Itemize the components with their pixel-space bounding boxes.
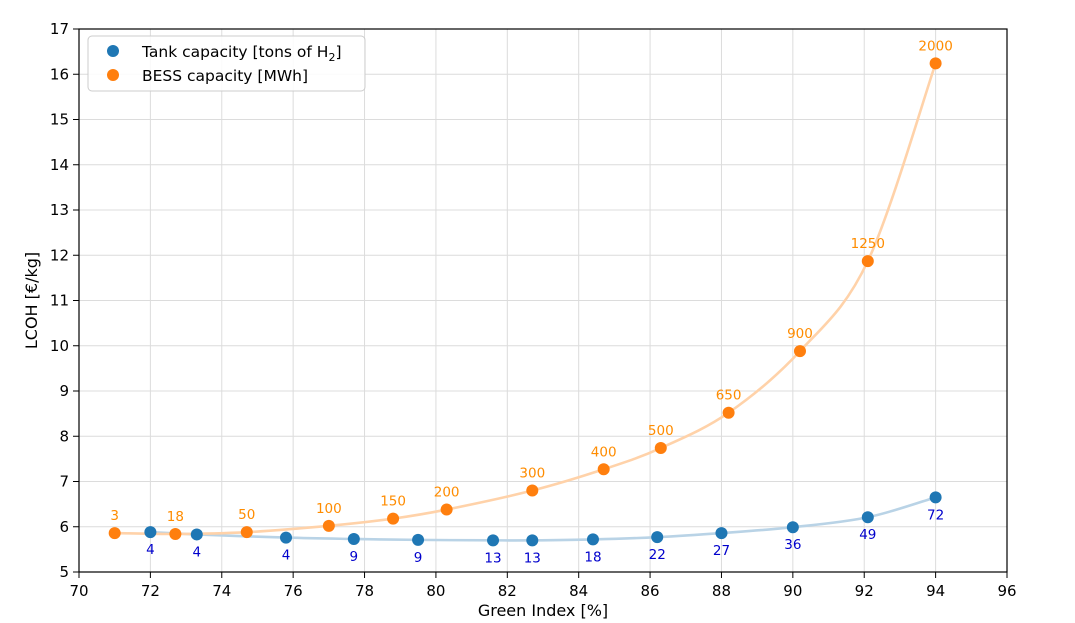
- y-tick-label: 16: [50, 65, 69, 83]
- x-axis-title: Green Index [%]: [478, 601, 608, 620]
- data-label: 400: [591, 444, 617, 460]
- series-line-1: [115, 63, 936, 534]
- data-point: [169, 528, 181, 540]
- data-label: 650: [716, 388, 742, 404]
- x-axis: 70 72 74 76 78 80 82 84 86 88 90 92 94 96: [69, 572, 1016, 600]
- y-tick-label: 14: [50, 156, 69, 174]
- data-label: 150: [380, 494, 406, 510]
- y-tick-label: 6: [59, 518, 69, 536]
- data-point: [655, 442, 667, 454]
- data-point: [930, 491, 942, 503]
- data-point: [715, 527, 727, 539]
- legend-marker-bess: [107, 69, 119, 81]
- data-label: 13: [484, 550, 501, 566]
- data-point: [487, 534, 499, 546]
- data-label: 4: [192, 544, 201, 560]
- data-point: [387, 513, 399, 525]
- legend-marker-tank: [107, 45, 119, 57]
- data-point: [862, 255, 874, 267]
- y-tick-label: 10: [50, 337, 69, 355]
- series-line-0: [150, 497, 935, 540]
- data-point: [587, 533, 599, 545]
- y-axis: 5 6 7 8 9 10 11 12 13 14 15 16 17: [50, 20, 79, 581]
- x-tick-label: 72: [141, 582, 160, 600]
- y-tick-label: 13: [50, 201, 69, 219]
- x-tick-label: 94: [926, 582, 945, 600]
- data-point: [348, 533, 360, 545]
- x-tick-label: 78: [355, 582, 374, 600]
- data-label: 3: [110, 508, 119, 524]
- legend-label-bess: BESS capacity [MWh]: [142, 67, 308, 85]
- data-label: 22: [649, 547, 666, 563]
- legend-label-tank-suffix: ]: [335, 43, 341, 61]
- x-tick-label: 92: [855, 582, 874, 600]
- x-tick-label: 96: [997, 582, 1016, 600]
- data-label: 200: [434, 485, 460, 501]
- data-point: [441, 504, 453, 516]
- x-tick-label: 82: [498, 582, 517, 600]
- data-point: [651, 531, 663, 543]
- data-point: [794, 345, 806, 357]
- legend: Tank capacity [tons of H2] BESS capacity…: [88, 36, 365, 91]
- data-label: 500: [648, 423, 674, 439]
- data-label: 4: [282, 548, 291, 564]
- data-label: 27: [713, 543, 730, 559]
- data-point: [191, 528, 203, 540]
- data-label: 49: [859, 527, 876, 543]
- legend-label-tank: Tank capacity [tons of H2]: [141, 43, 342, 64]
- y-tick-label: 5: [59, 563, 69, 581]
- y-tick-label: 15: [50, 111, 69, 129]
- y-tick-label: 11: [50, 292, 69, 310]
- y-axis-title: LCOH [€/kg]: [22, 252, 41, 349]
- data-label: 4: [146, 542, 155, 558]
- data-point: [412, 534, 424, 546]
- x-tick-label: 74: [212, 582, 231, 600]
- data-label: 2000: [918, 38, 952, 54]
- data-point: [144, 526, 156, 538]
- x-tick-label: 86: [641, 582, 660, 600]
- grid: [79, 29, 1007, 572]
- x-tick-label: 70: [69, 582, 88, 600]
- x-tick-label: 76: [284, 582, 303, 600]
- data-label: 900: [787, 326, 813, 342]
- data-point: [787, 521, 799, 533]
- data-point: [526, 485, 538, 497]
- data-label: 72: [927, 507, 944, 523]
- data-point: [241, 526, 253, 538]
- data-point: [862, 511, 874, 523]
- data-point: [280, 532, 292, 544]
- data-label: 1250: [851, 236, 885, 252]
- data-label: 50: [238, 507, 255, 523]
- data-label: 300: [519, 466, 545, 482]
- data-label: 13: [524, 550, 541, 566]
- legend-label-tank-main: Tank capacity [tons of H: [141, 43, 328, 61]
- data-point: [723, 407, 735, 419]
- x-tick-label: 88: [712, 582, 731, 600]
- y-tick-label: 17: [50, 20, 69, 38]
- data-point: [323, 520, 335, 532]
- y-tick-label: 8: [59, 427, 69, 445]
- data-label: 18: [584, 549, 601, 565]
- data-point: [109, 527, 121, 539]
- legend-label-tank-subscript: 2: [328, 51, 335, 64]
- x-tick-label: 90: [783, 582, 802, 600]
- x-tick-label: 80: [426, 582, 445, 600]
- data-label: 36: [784, 537, 801, 553]
- data-label: 9: [350, 549, 359, 565]
- x-tick-label: 84: [569, 582, 588, 600]
- data-point: [598, 463, 610, 475]
- data-point: [526, 534, 538, 546]
- y-tick-label: 9: [59, 382, 69, 400]
- data-point: [930, 57, 942, 69]
- data-label: 100: [316, 501, 342, 517]
- y-tick-label: 12: [50, 246, 69, 264]
- data-label: 18: [167, 509, 184, 525]
- y-tick-label: 7: [59, 473, 69, 491]
- data-label: 9: [414, 550, 423, 566]
